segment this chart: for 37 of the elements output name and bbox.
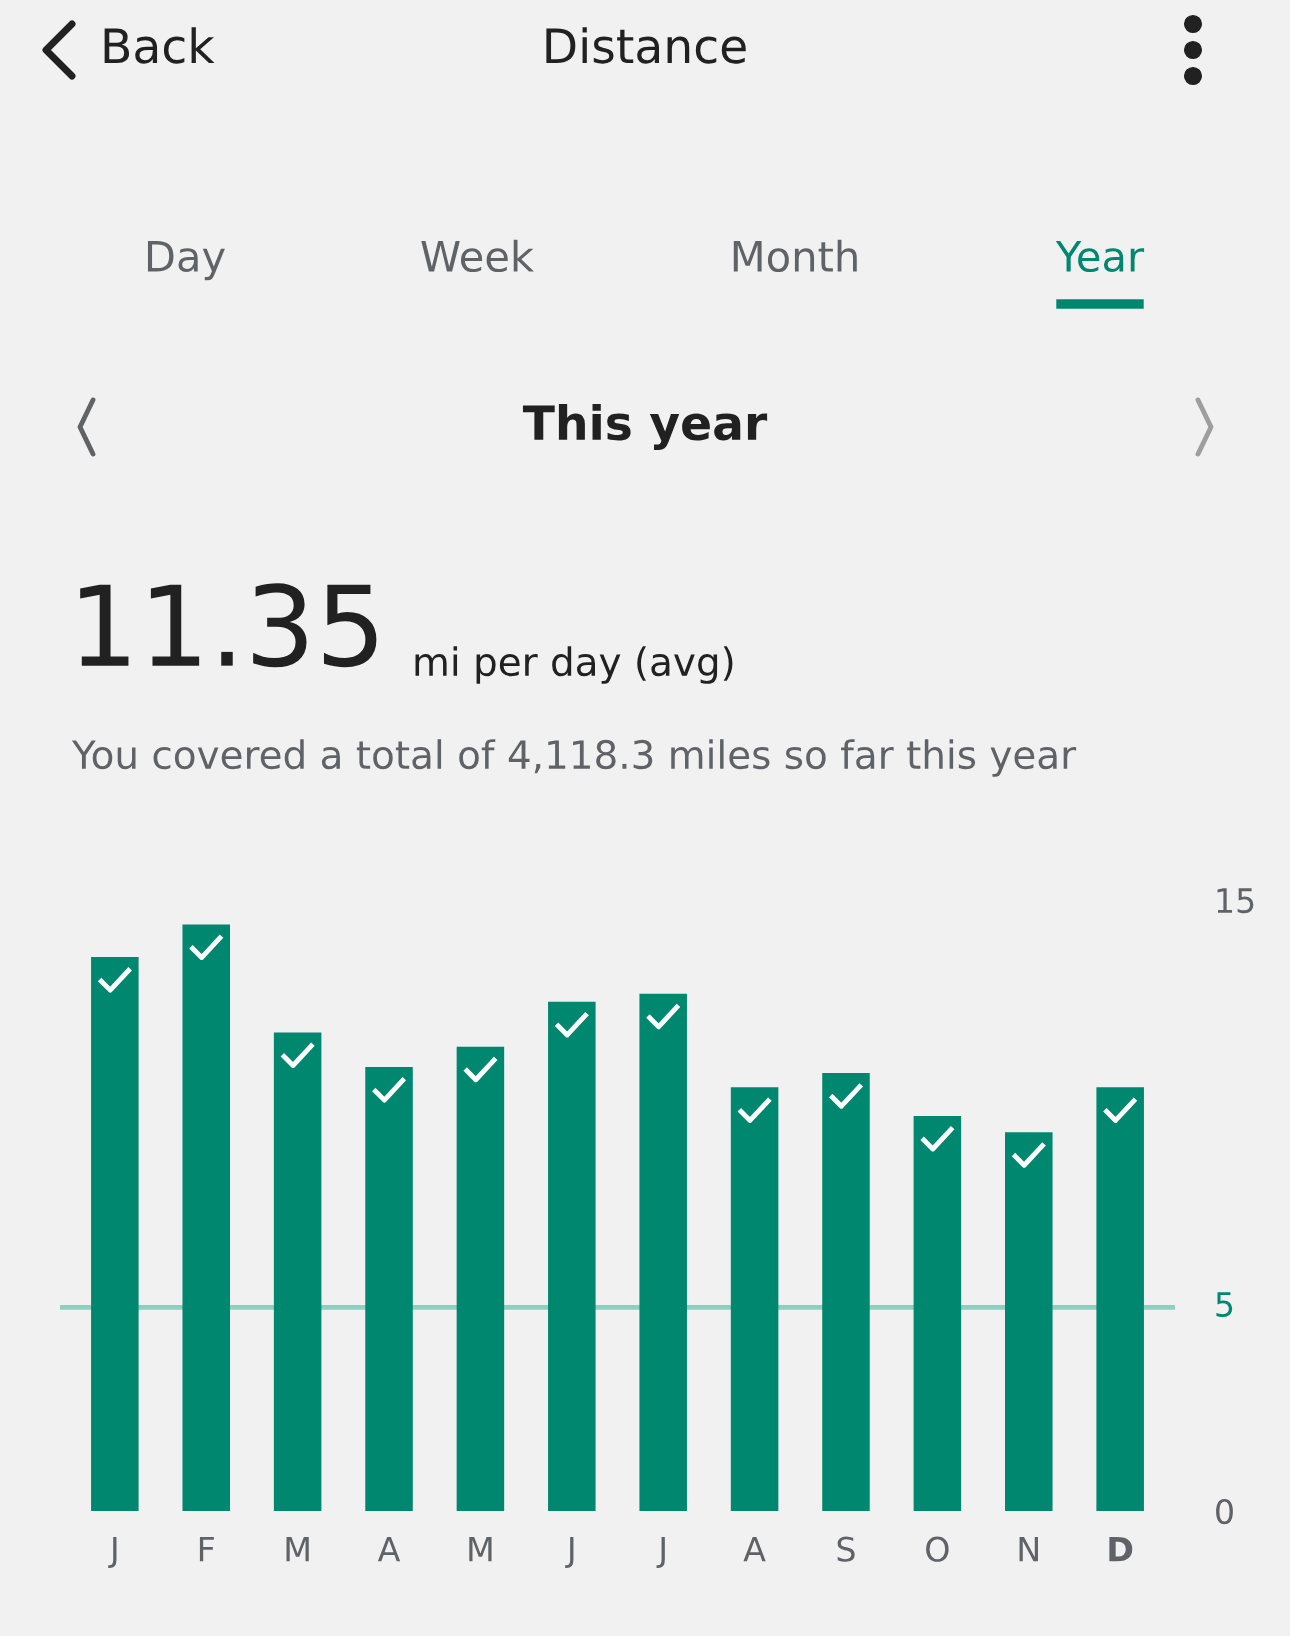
x-tick-label: D	[1109, 1537, 1133, 1562]
x-tick-label: J	[656, 1537, 665, 1568]
x-tick-label: J	[565, 1537, 574, 1568]
text: Back	[104, 27, 215, 64]
x-tick-label: F	[199, 1537, 214, 1562]
text: Day	[147, 241, 225, 281]
text: You covered a total of 4,118.3 miles so far this year	[71, 739, 1077, 777]
bar	[822, 1073, 870, 1511]
bar	[639, 993, 687, 1511]
text: Week	[421, 239, 534, 273]
bar	[913, 1115, 962, 1511]
bar	[1096, 1087, 1144, 1511]
bar	[365, 1067, 413, 1511]
chart-title: Distance	[546, 27, 746, 64]
bar	[91, 957, 139, 1511]
bar	[1005, 1132, 1053, 1511]
x-tick-label: J	[108, 1537, 117, 1568]
bar	[273, 1032, 322, 1511]
bar	[548, 1001, 596, 1511]
x-tick-label: A	[377, 1537, 401, 1562]
x-tick-label: S	[837, 1536, 855, 1562]
y-tick-label: 0	[1216, 1498, 1233, 1525]
x-tick-label: O	[926, 1536, 949, 1562]
text: Month	[733, 239, 857, 273]
x-tick-label: A	[743, 1537, 766, 1562]
text: 11.35	[80, 583, 377, 668]
ref-line-label: 5	[1216, 1292, 1233, 1318]
x-tick-label: M	[469, 1537, 492, 1562]
y-tick-label: 15	[1217, 888, 1254, 914]
text: Year	[1055, 241, 1145, 273]
x-tick-label: N	[1019, 1537, 1038, 1562]
bar	[182, 924, 230, 1511]
text: mi per day (avg)	[415, 646, 733, 684]
bar	[456, 1046, 505, 1511]
text: This year	[522, 403, 768, 451]
bar	[730, 1087, 779, 1511]
x-tick-label: M	[286, 1537, 309, 1562]
